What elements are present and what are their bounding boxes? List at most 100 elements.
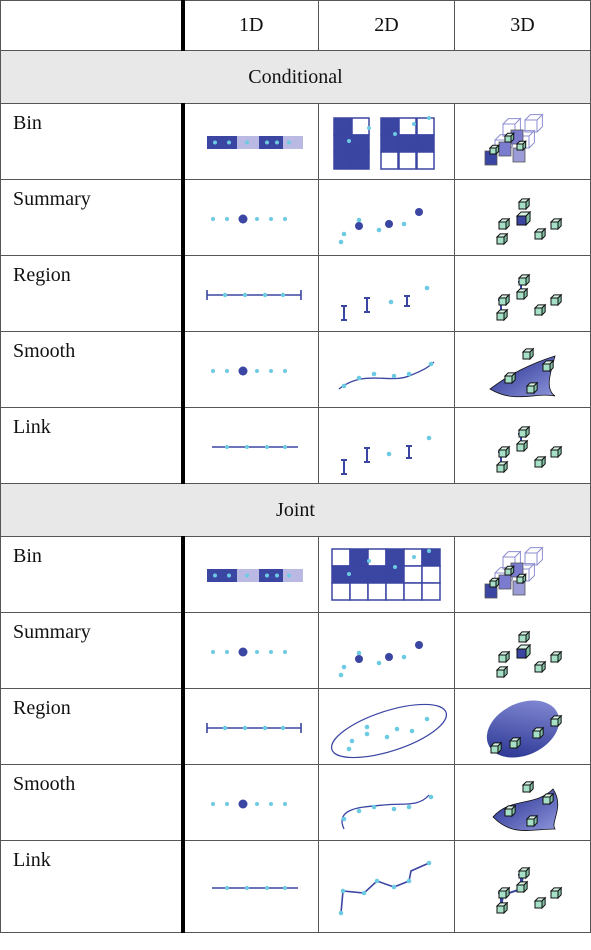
bin xyxy=(385,547,405,567)
cube-front xyxy=(498,654,507,662)
icon-cell xyxy=(318,255,455,332)
dot xyxy=(355,221,363,230)
bin xyxy=(403,581,423,601)
dot xyxy=(415,207,423,216)
dot xyxy=(406,878,412,883)
icon xyxy=(495,630,563,678)
dot xyxy=(268,368,273,373)
cube-front xyxy=(504,568,512,575)
dot xyxy=(286,573,291,577)
dot xyxy=(356,808,362,813)
icon-cell xyxy=(182,103,319,180)
dot xyxy=(244,444,249,449)
icon-cell xyxy=(318,612,455,689)
dot xyxy=(427,115,431,120)
dot xyxy=(282,649,287,654)
dot xyxy=(394,726,400,731)
icon-cell xyxy=(182,688,319,765)
cube-front xyxy=(526,818,535,826)
dot xyxy=(371,371,377,376)
cube-front xyxy=(550,297,559,305)
icon xyxy=(495,197,563,245)
row-label: Summary xyxy=(0,612,185,689)
icon-cell xyxy=(454,612,591,689)
range-bar xyxy=(341,458,347,475)
icon-cell xyxy=(318,536,455,613)
link-line xyxy=(340,861,430,913)
bin xyxy=(421,564,441,584)
dot xyxy=(427,548,431,553)
cube-front xyxy=(534,664,543,672)
bin xyxy=(380,150,399,170)
cube-front xyxy=(498,221,507,229)
icon-cell xyxy=(454,840,591,933)
dot xyxy=(222,725,227,730)
row-label: Bin xyxy=(0,536,185,613)
section-row: Conditional xyxy=(0,50,591,104)
dot xyxy=(424,285,430,290)
icon xyxy=(333,115,435,170)
icon xyxy=(495,866,563,914)
bin xyxy=(333,116,352,136)
icon xyxy=(484,545,544,598)
dot xyxy=(274,573,279,577)
dot xyxy=(268,216,273,221)
dot xyxy=(282,801,287,806)
icon xyxy=(341,285,430,321)
dot xyxy=(349,738,355,743)
dot xyxy=(391,884,397,889)
dot xyxy=(356,650,362,655)
cube-front xyxy=(516,215,527,225)
dot xyxy=(238,799,247,808)
row-label: Bin xyxy=(0,103,185,180)
dot xyxy=(282,368,287,373)
dot xyxy=(224,885,229,890)
icon xyxy=(486,699,563,758)
icon xyxy=(206,568,303,582)
dot xyxy=(264,444,269,449)
icon-cell xyxy=(182,536,319,613)
dot xyxy=(244,573,249,577)
cube-front xyxy=(516,884,525,892)
dot xyxy=(355,654,363,663)
dot xyxy=(212,140,217,144)
bin xyxy=(331,581,351,601)
icon xyxy=(205,289,302,300)
bin xyxy=(403,564,423,584)
icon xyxy=(331,703,447,758)
bin xyxy=(351,133,370,153)
dot xyxy=(385,219,393,228)
icon xyxy=(338,360,435,390)
bin xyxy=(416,133,435,153)
icon xyxy=(205,722,302,733)
dot xyxy=(341,816,347,821)
icon-cell xyxy=(454,103,591,180)
range-line xyxy=(205,289,302,300)
bin xyxy=(351,116,370,136)
dot xyxy=(244,140,249,144)
dot xyxy=(415,640,423,649)
dot xyxy=(393,131,397,136)
dot xyxy=(356,217,362,222)
dot xyxy=(386,451,392,456)
data-row: Smooth xyxy=(0,331,591,408)
icon-cell xyxy=(454,179,591,256)
bin xyxy=(349,547,369,567)
data-row: Bin xyxy=(0,536,591,613)
dot xyxy=(371,804,377,809)
bin xyxy=(258,135,283,149)
cube-front xyxy=(518,634,527,642)
icon xyxy=(331,547,441,601)
dot xyxy=(406,804,412,809)
dot xyxy=(391,806,397,811)
icon-cell xyxy=(318,840,455,933)
dot xyxy=(282,216,287,221)
cube-front xyxy=(522,351,531,359)
dot xyxy=(274,140,279,144)
section-title: Joint xyxy=(0,483,591,537)
bin xyxy=(367,581,387,601)
dot xyxy=(210,216,215,221)
icon xyxy=(211,885,298,890)
icon-cell xyxy=(454,688,591,765)
